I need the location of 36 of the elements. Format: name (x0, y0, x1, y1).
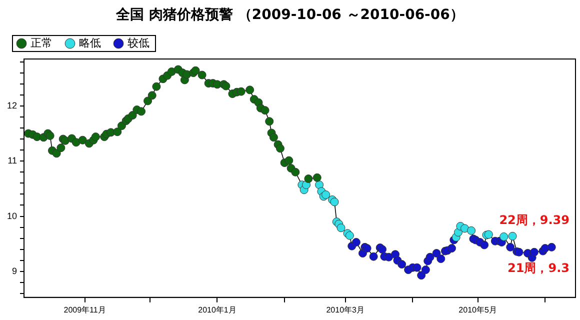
y-tick-label: 10 (6, 210, 18, 221)
point (330, 198, 339, 206)
legend-label: 略低 (79, 38, 101, 50)
point (384, 252, 394, 262)
x-tick-label: 2009年11月 (64, 305, 106, 314)
point (421, 266, 430, 274)
y-tick-label: 12 (6, 100, 18, 110)
point (417, 271, 426, 280)
point (322, 190, 330, 200)
point (447, 244, 456, 253)
legend-label: 正常 (30, 36, 52, 50)
x-tick-label: 2010年5月 (458, 305, 497, 314)
point (508, 232, 517, 240)
point (467, 226, 476, 235)
annotation: 21周，9.3 (508, 260, 570, 275)
point (480, 240, 489, 250)
legend-label: 较低 (128, 36, 150, 50)
x-tick-label: 2010年3月 (326, 305, 364, 314)
x-tick-label: 2010年1月 (198, 305, 236, 314)
chart-title: 全国 肉猪价格预警 （2009-10-06 ～2010-06-06） (115, 6, 465, 24)
point (398, 260, 406, 269)
point (530, 248, 538, 256)
point (432, 249, 441, 258)
point (336, 224, 346, 232)
point (506, 242, 515, 252)
point (352, 238, 360, 246)
point (547, 242, 556, 252)
annotation: 22周，9.39 (499, 213, 570, 228)
point (378, 245, 387, 254)
point (500, 232, 508, 241)
y-tick-label: 9 (12, 266, 18, 276)
point (436, 254, 446, 264)
y-tick-label: 11 (8, 156, 18, 166)
point (369, 252, 378, 261)
point (412, 263, 422, 272)
point (426, 252, 434, 262)
